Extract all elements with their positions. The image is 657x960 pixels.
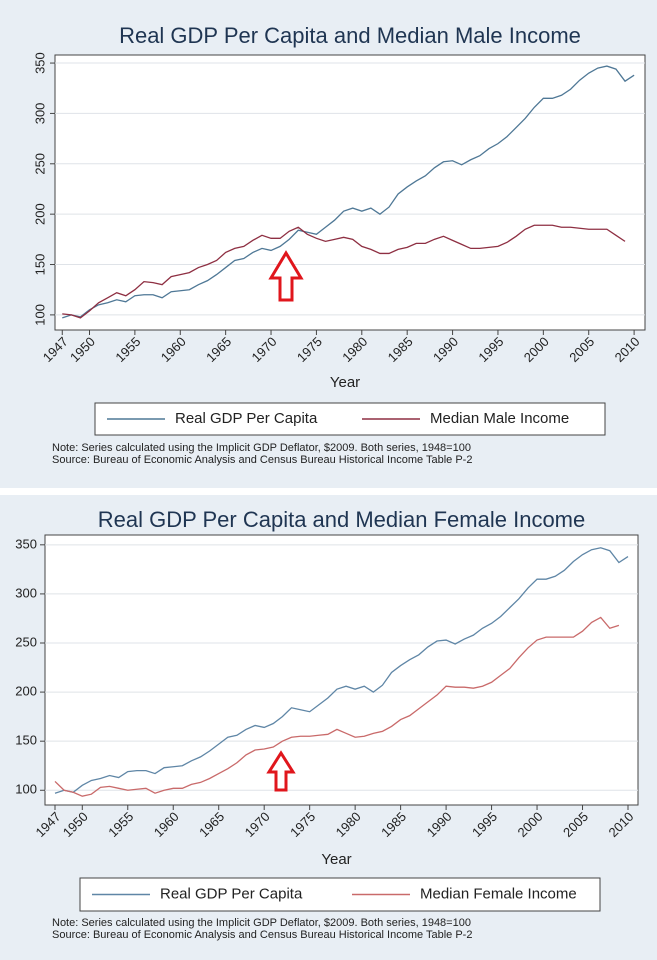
legend-label: Real GDP Per Capita (160, 885, 303, 902)
legend-label: Median Male Income (430, 410, 569, 427)
y-tick-label: 150 (15, 733, 37, 748)
y-tick-label: 300 (32, 103, 47, 125)
y-tick-label: 300 (15, 585, 37, 600)
series-line (62, 65, 635, 319)
series-line (62, 224, 626, 319)
chart-title: Real GDP Per Capita and Median Female In… (98, 507, 586, 532)
legend-label: Real GDP Per Capita (175, 410, 318, 427)
y-tick-label: 200 (15, 684, 37, 699)
charts: Real GDP Per Capita and Median Male Inco… (15, 23, 646, 941)
series-line (54, 616, 620, 797)
y-tick-label: 100 (15, 782, 37, 797)
x-axis-title: Year (330, 374, 360, 391)
legend-label: Median Female Income (420, 885, 577, 902)
y-tick-label: 150 (32, 254, 47, 276)
y-tick-label: 250 (32, 153, 47, 175)
legend-box (94, 402, 606, 436)
source: Source: Bureau of Economic Analysis and … (52, 454, 472, 466)
plot-area (44, 534, 639, 806)
y-tick-label: 250 (15, 634, 37, 649)
note: Note: Series calculated using the Implic… (52, 917, 471, 929)
y-tick-label: 200 (32, 203, 47, 225)
arrow-annotation (266, 750, 296, 792)
y-tick-label: 350 (32, 52, 47, 74)
y-tick-label: 350 (15, 536, 37, 551)
y-tick-label: 100 (32, 304, 47, 326)
source: Source: Bureau of Economic Analysis and … (52, 929, 472, 941)
series-line (54, 547, 629, 794)
plot-area (54, 54, 646, 331)
chart-title: Real GDP Per Capita and Median Male Inco… (119, 23, 581, 48)
arrow-annotation (268, 250, 304, 302)
legend-box (79, 877, 601, 912)
x-axis-title: Year (321, 851, 351, 868)
note: Note: Series calculated using the Implic… (52, 442, 471, 454)
